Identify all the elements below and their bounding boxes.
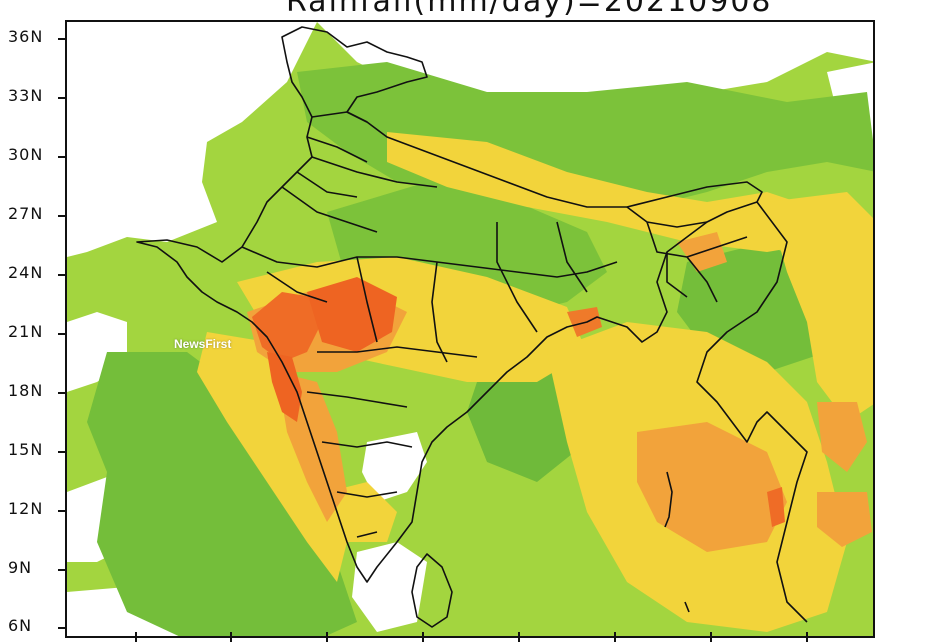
rainfall-orange-patch-east (817, 402, 867, 472)
lon-tick (326, 632, 328, 642)
map-title: Rainfall(mm/day)=20210908 (286, 0, 773, 19)
lat-label-12n: 12N (8, 499, 44, 518)
lat-label-21n: 21N (8, 322, 44, 341)
india-boundary (136, 26, 763, 583)
rainfall-deep-orange-patch-andaman (767, 487, 785, 527)
rainfall-deep-orange-core-coast (267, 352, 302, 422)
andaman-islands (664, 471, 690, 613)
state-lines-central (241, 221, 618, 363)
watermark: NewsFirst (174, 337, 232, 351)
lon-tick (422, 632, 424, 642)
sri-lanka-outline (411, 553, 453, 628)
lat-tick (58, 569, 67, 571)
lat-label-9n: 9N (8, 558, 33, 577)
lat-tick (58, 392, 67, 394)
lat-tick (58, 156, 67, 158)
state-lines-north (281, 111, 438, 233)
lat-label-27n: 27N (8, 204, 44, 223)
lat-label-36n: 36N (8, 27, 44, 46)
lon-tick (230, 632, 232, 642)
lat-label-18n: 18N (8, 381, 44, 400)
rainfall-map-canvas (67, 22, 873, 636)
lon-tick (710, 632, 712, 642)
boundary-lines (136, 26, 808, 628)
rainfall-orange-patch-southeast (817, 492, 872, 547)
lat-label-6n: 6N (8, 616, 33, 635)
state-lines-south (306, 346, 478, 538)
state-lines-northeast (626, 206, 748, 303)
lon-tick (135, 632, 137, 642)
myanmar-boundary (696, 201, 808, 623)
rainfall-orange-band-bay (637, 422, 787, 552)
lon-tick (806, 632, 808, 642)
lat-tick (58, 627, 67, 629)
rainfall-yellow-band-east (767, 192, 873, 422)
lat-tick (58, 510, 67, 512)
lat-label-30n: 30N (8, 145, 44, 164)
rainfall-green-band-west-sea (87, 352, 357, 636)
lat-label-24n: 24N (8, 263, 44, 282)
rainfall-yellow-band-gangetic (387, 132, 827, 252)
rainfall-yellow-patch-south (327, 482, 397, 542)
rainfall-map (65, 20, 875, 638)
lat-tick (58, 274, 67, 276)
no-rain-region-northwest (67, 22, 317, 257)
rainfall-deep-orange-core-gujarat (252, 292, 322, 362)
lat-tick (58, 97, 67, 99)
lat-label-33n: 33N (8, 86, 44, 105)
lat-tick (58, 333, 67, 335)
lat-label-15n: 15N (8, 440, 44, 459)
no-rain-region-south (352, 542, 427, 632)
rainfall-yellow-band-west-coast (197, 332, 347, 582)
lon-tick (518, 632, 520, 642)
lat-tick (58, 215, 67, 217)
lat-tick (58, 38, 67, 40)
no-rain-region-deccan (362, 432, 427, 502)
lat-tick (58, 451, 67, 453)
lon-tick (614, 632, 616, 642)
